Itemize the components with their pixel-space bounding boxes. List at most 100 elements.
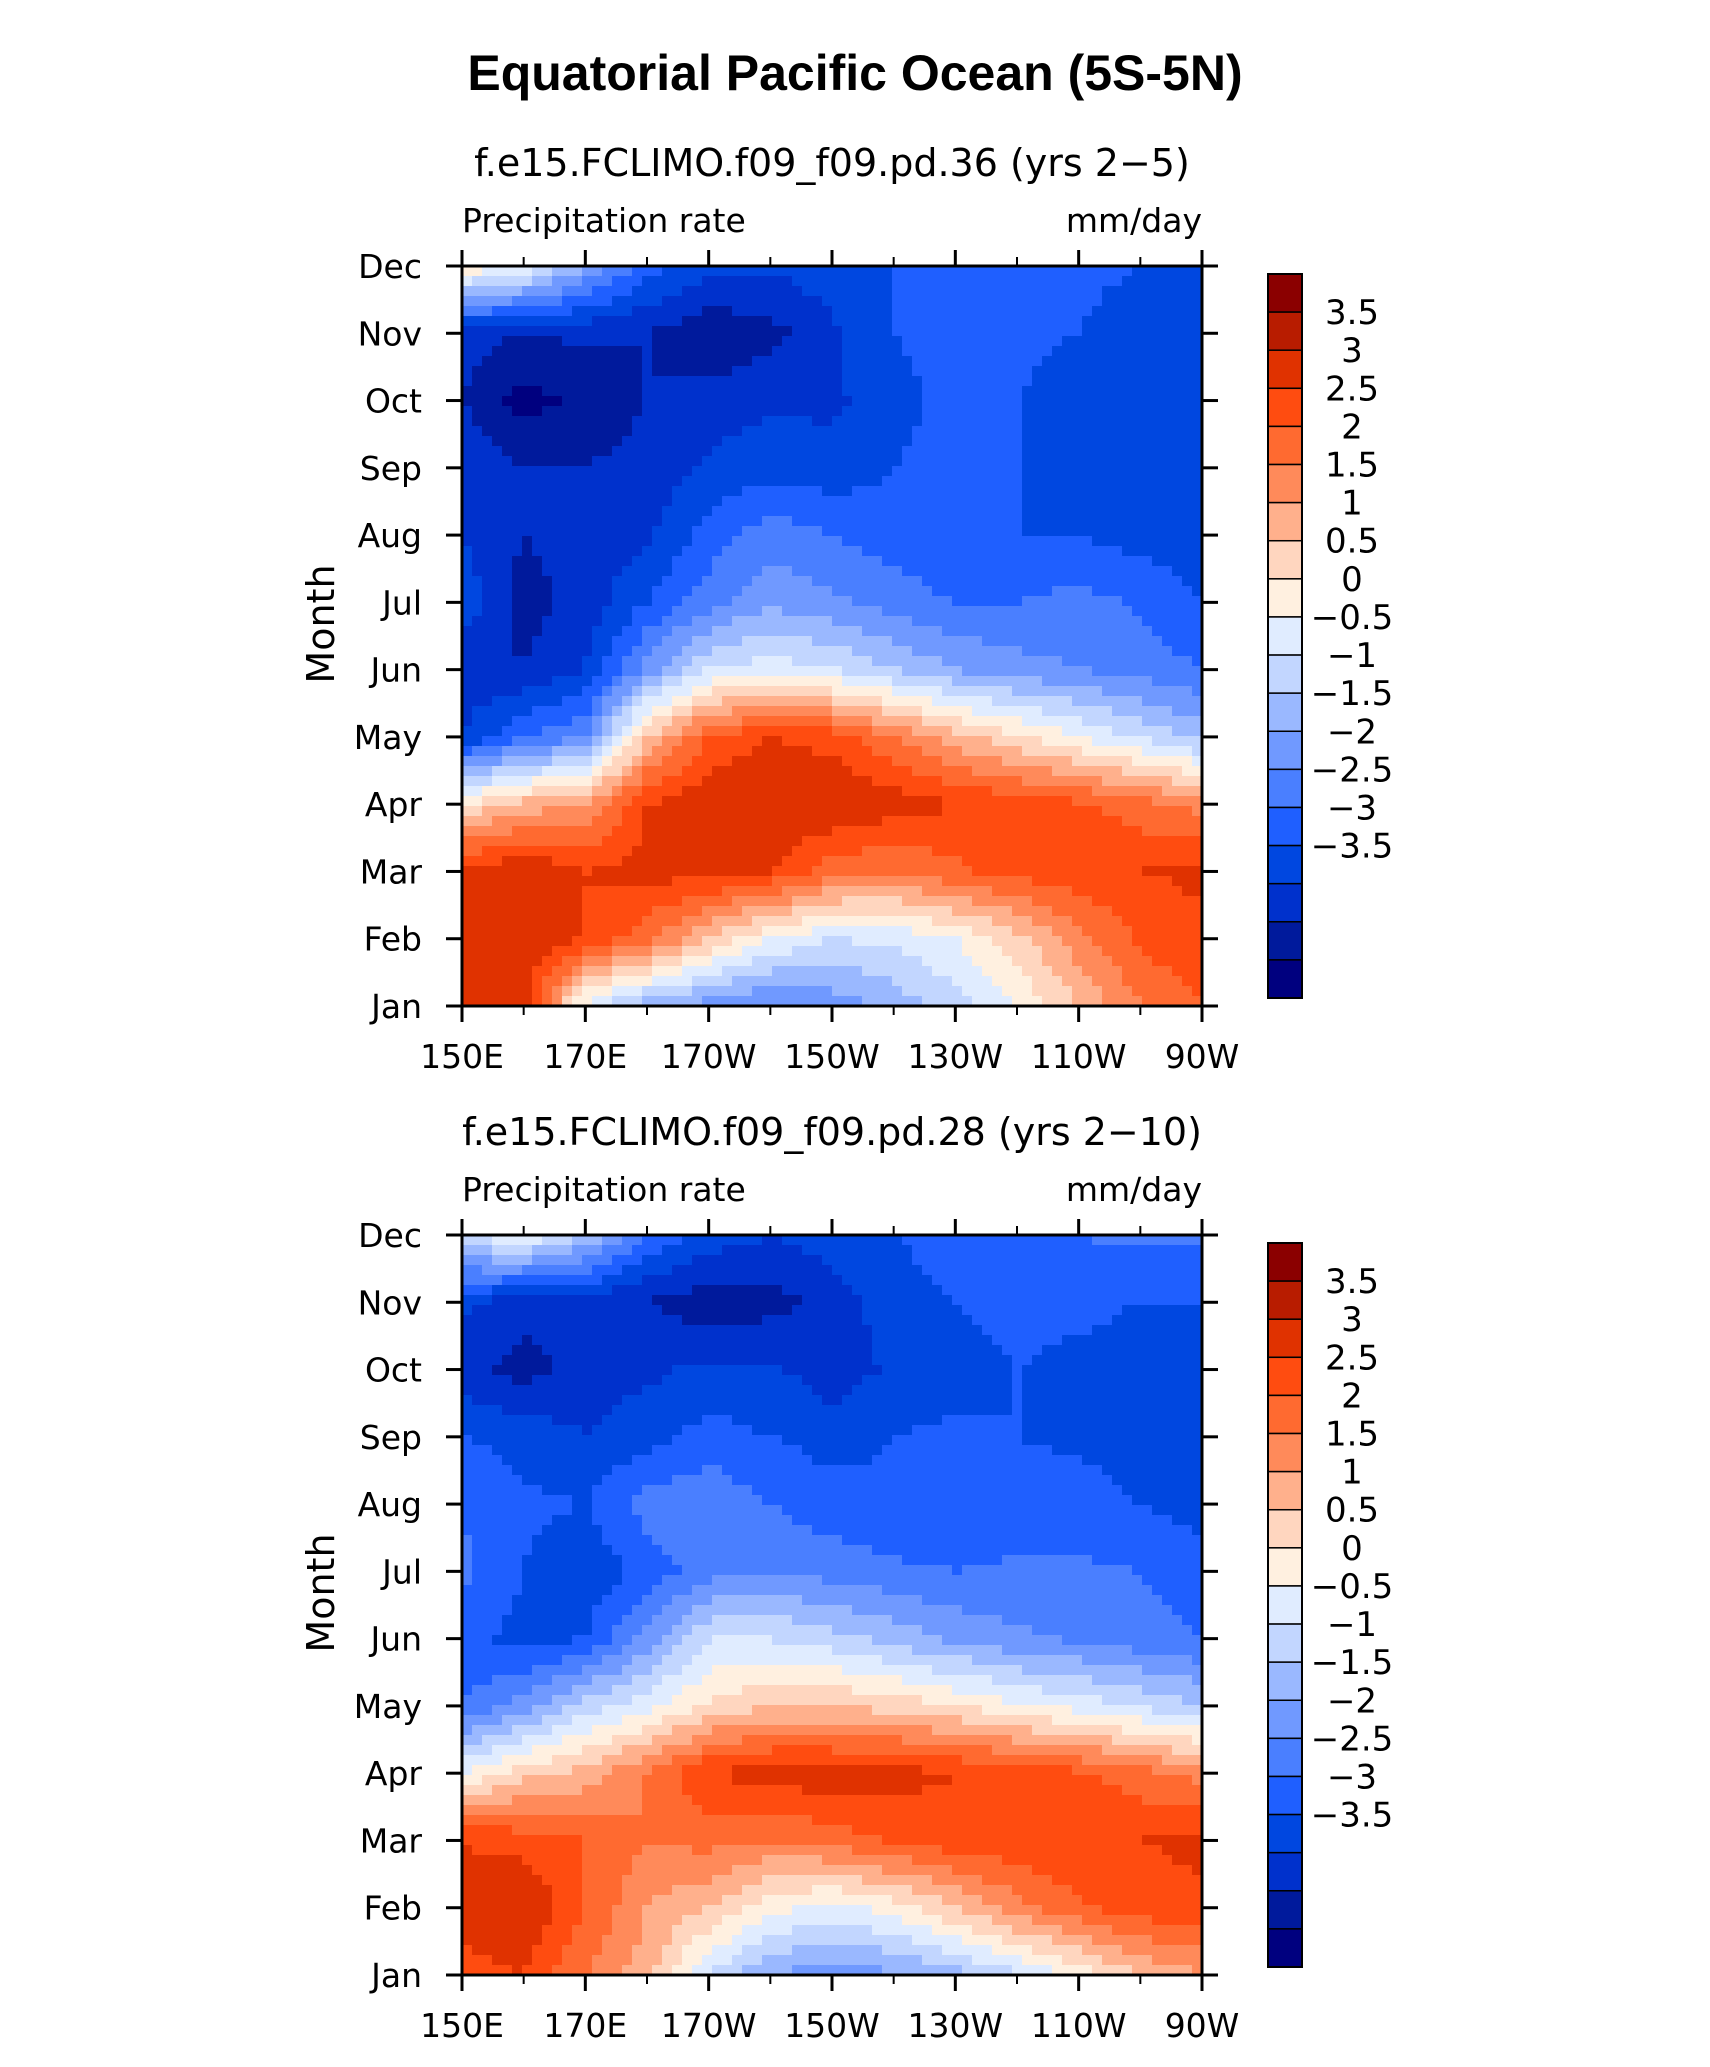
heatmap-cell xyxy=(1092,356,1103,367)
heatmap-cell xyxy=(852,336,863,347)
heatmap-cell xyxy=(612,506,623,517)
heatmap-cell xyxy=(1012,606,1023,617)
heatmap-cell xyxy=(612,906,623,917)
heatmap-cell xyxy=(1092,616,1103,627)
heatmap-cell xyxy=(1162,456,1173,467)
heatmap-cell xyxy=(1192,766,1203,777)
heatmap-cell xyxy=(902,496,913,507)
heatmap-cell xyxy=(782,506,793,517)
heatmap-cell xyxy=(582,296,593,307)
heatmap-cell xyxy=(722,806,733,817)
heatmap-cell xyxy=(1172,326,1183,337)
heatmap-cell xyxy=(982,296,993,307)
heatmap-cell xyxy=(822,416,833,427)
heatmap-cell xyxy=(492,726,503,737)
heatmap-cell xyxy=(812,576,823,587)
heatmap-cell xyxy=(782,556,793,567)
heatmap-cell xyxy=(1162,516,1173,527)
heatmap-cell xyxy=(1082,866,1093,877)
heatmap-cell xyxy=(902,366,913,377)
heatmap-cell xyxy=(692,816,703,827)
heatmap-cell xyxy=(962,406,973,417)
heatmap-cell xyxy=(922,856,933,867)
heatmap-cell xyxy=(1112,826,1123,837)
heatmap-cell xyxy=(542,856,553,867)
heatmap-cell xyxy=(632,526,643,537)
heatmap-cell xyxy=(1012,846,1023,857)
heatmap-cell xyxy=(812,346,823,357)
heatmap-cell xyxy=(682,826,693,837)
heatmap-cell xyxy=(872,316,883,327)
heatmap-cell xyxy=(902,896,913,907)
heatmap-cell xyxy=(922,916,933,927)
heatmap-cell xyxy=(1082,856,1093,867)
heatmap-cell xyxy=(602,636,613,647)
heatmap-cell xyxy=(742,786,753,797)
heatmap-cell xyxy=(802,536,813,547)
heatmap-cell xyxy=(532,846,543,857)
heatmap-cell xyxy=(552,566,563,577)
heatmap-cell xyxy=(762,566,773,577)
heatmap-cell xyxy=(882,456,893,467)
heatmap-cell xyxy=(832,456,843,467)
heatmap-cell xyxy=(872,296,883,307)
heatmap-cell xyxy=(872,326,883,337)
heatmap-cell xyxy=(902,816,913,827)
heatmap-cell xyxy=(612,296,623,307)
heatmap-cell xyxy=(1002,686,1013,697)
heatmap-cell xyxy=(632,536,643,547)
heatmap-cell xyxy=(672,806,683,817)
heatmap-cell xyxy=(692,936,703,947)
heatmap-cell xyxy=(1122,766,1133,777)
heatmap-cell xyxy=(1112,896,1123,907)
heatmap-cell xyxy=(982,746,993,757)
heatmap-cell xyxy=(1132,766,1143,777)
heatmap-cell xyxy=(972,756,983,767)
heatmap-cell xyxy=(902,766,913,777)
heatmap-cell xyxy=(962,836,973,847)
heatmap-cell xyxy=(872,666,883,677)
heatmap-cell xyxy=(582,856,593,867)
heatmap-cell xyxy=(1042,406,1053,417)
heatmap-cell xyxy=(462,426,473,437)
heatmap-cell xyxy=(512,336,523,347)
heatmap-cell xyxy=(462,896,473,907)
heatmap-cell xyxy=(1082,726,1093,737)
heatmap-cell xyxy=(1122,486,1133,497)
heatmap-cell xyxy=(622,496,633,507)
heatmap-cell xyxy=(542,716,553,727)
heatmap-cell xyxy=(862,786,873,797)
heatmap-cell xyxy=(1162,546,1173,557)
heatmap-cell xyxy=(1022,686,1033,697)
heatmap-cell xyxy=(852,686,863,697)
heatmap-cell xyxy=(952,526,963,537)
heatmap-cell xyxy=(932,596,943,607)
heatmap-cell xyxy=(962,766,973,777)
heatmap-cell xyxy=(552,496,563,507)
heatmap-cell xyxy=(472,586,483,597)
heatmap-cell xyxy=(952,736,963,747)
heatmap-cell xyxy=(962,456,973,467)
heatmap-cell xyxy=(792,526,803,537)
heatmap-cell xyxy=(802,836,813,847)
heatmap-cell xyxy=(932,466,943,477)
heatmap-cell xyxy=(802,376,813,387)
heatmap-cell xyxy=(582,546,593,557)
heatmap-cell xyxy=(772,746,783,757)
heatmap-cell xyxy=(582,556,593,567)
heatmap-cell xyxy=(772,386,783,397)
heatmap-cell xyxy=(612,486,623,497)
heatmap-cell xyxy=(692,346,703,357)
heatmap-cell xyxy=(462,756,473,767)
heatmap-cell xyxy=(932,796,943,807)
heatmap-cell xyxy=(1032,396,1043,407)
heatmap-cell xyxy=(1132,886,1143,897)
heatmap-cell xyxy=(772,286,783,297)
heatmap-cell xyxy=(992,656,1003,667)
heatmap-cell xyxy=(542,906,553,917)
heatmap-cell xyxy=(1082,576,1093,587)
heatmap-cell xyxy=(1112,876,1123,887)
heatmap-cell xyxy=(742,636,753,647)
heatmap-cell xyxy=(852,476,863,487)
heatmap-cell xyxy=(792,596,803,607)
